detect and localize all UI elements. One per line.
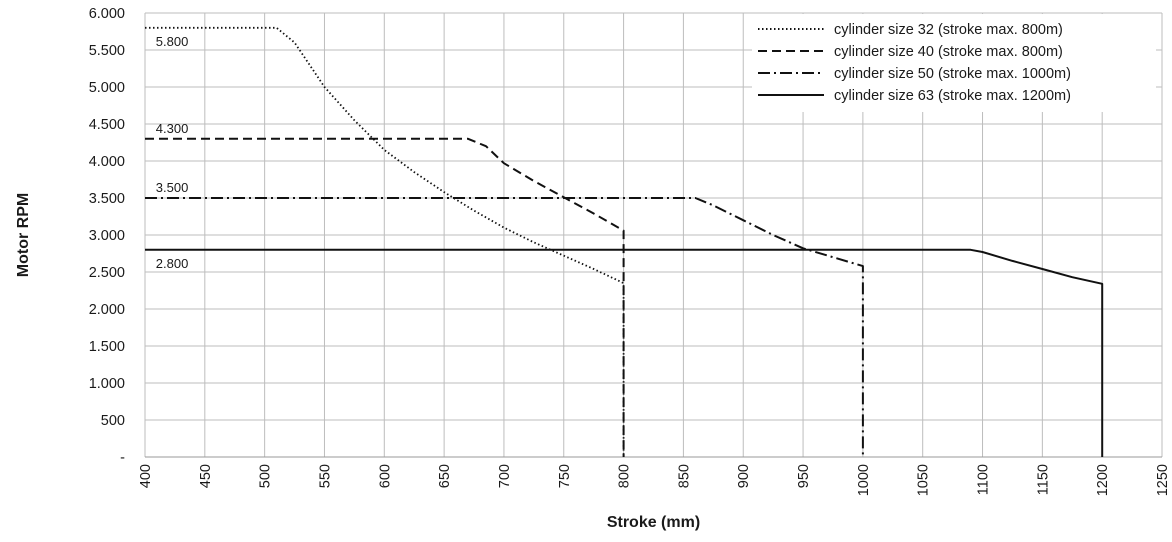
y-axis-title: Motor RPM xyxy=(15,193,32,277)
x-tick-label: 1200 xyxy=(1095,464,1111,496)
x-tick-label: 1250 xyxy=(1155,464,1171,496)
y-tick-label: 4.000 xyxy=(89,154,125,170)
y-tick-label: 2.500 xyxy=(89,265,125,281)
axes: 400 450 500 550 600 650 700 750 800 850 900 950 1000… xyxy=(89,6,1171,496)
y-tick-label: 5.000 xyxy=(89,80,125,96)
y-tick-label: 5.500 xyxy=(89,43,125,59)
y-tick-label: 500 xyxy=(101,413,125,429)
x-tick-label: 700 xyxy=(497,464,513,488)
legend-label-1: cylinder size 32 (stroke max. 800m) xyxy=(834,22,1063,38)
y-tick-label: 1.500 xyxy=(89,339,125,355)
legend-label-4: cylinder size 63 (stroke max. 1200m) xyxy=(834,88,1071,104)
x-tick-label: 500 xyxy=(258,464,274,488)
y-tick-label: 1.000 xyxy=(89,376,125,392)
series-line-3 xyxy=(145,197,864,457)
x-tick-label: 1150 xyxy=(1035,464,1051,495)
data-label-series-1: 5.800 xyxy=(156,34,189,49)
series-line-2 xyxy=(145,137,625,457)
x-tick-label: 950 xyxy=(796,464,812,488)
x-tick-label: 1050 xyxy=(916,464,932,496)
x-tick-label: 750 xyxy=(557,464,573,488)
y-tick-label: - xyxy=(120,450,125,466)
x-tick-label: 450 xyxy=(198,464,214,488)
y-tick-label: 2.000 xyxy=(89,302,125,318)
x-axis-title: Stroke (mm) xyxy=(607,514,700,531)
x-tick-label: 400 xyxy=(138,464,154,488)
x-tick-label: 1000 xyxy=(856,464,872,496)
data-label-series-4: 2.800 xyxy=(156,256,189,271)
y-tick-label: 3.500 xyxy=(89,191,125,207)
legend-label-3: cylinder size 50 (stroke max. 1000m) xyxy=(834,66,1071,82)
y-tick-label: 6.000 xyxy=(89,6,125,22)
data-label-series-2: 4.300 xyxy=(156,121,189,136)
legend-label-2: cylinder size 40 (stroke max. 800m) xyxy=(834,44,1063,60)
data-labels: 5.800 4.300 3.500 2.800 xyxy=(156,34,189,271)
y-tick-label: 3.000 xyxy=(89,228,125,244)
series-line-1 xyxy=(145,26,625,457)
legend: cylinder size 32 (stroke max. 800m) cylin… xyxy=(752,14,1156,112)
x-tick-label: 850 xyxy=(676,464,692,488)
x-tick-label: 650 xyxy=(437,464,453,488)
series-line-4 xyxy=(145,248,1104,457)
data-label-series-3: 3.500 xyxy=(156,180,189,195)
x-tick-label: 800 xyxy=(617,464,633,488)
y-tick-label: 4.500 xyxy=(89,117,125,133)
x-tick-label: 600 xyxy=(377,464,393,488)
x-tick-label: 1100 xyxy=(976,464,992,495)
x-tick-label: 900 xyxy=(736,464,752,488)
x-tick-label: 550 xyxy=(317,464,333,488)
series-lines xyxy=(145,26,1104,457)
